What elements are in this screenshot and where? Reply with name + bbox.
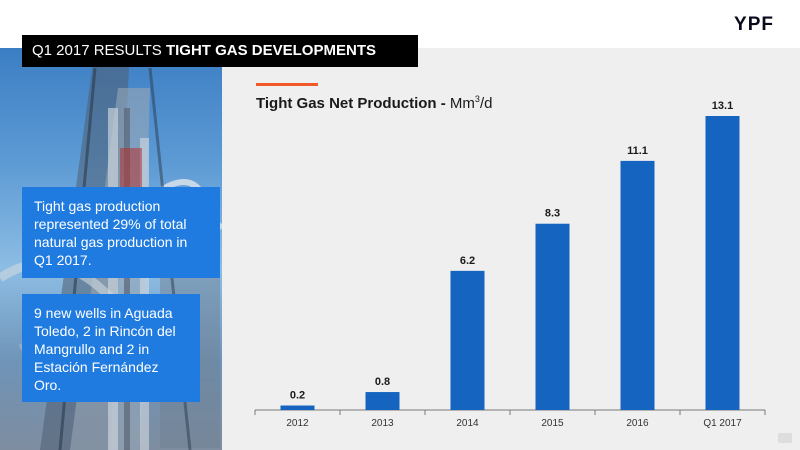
bar-2014	[450, 270, 485, 410]
chart-unit-suffix: /d	[479, 95, 493, 112]
chart-title-text: Tight Gas Net Production	[256, 95, 437, 112]
callout-new-wells: 9 new wells in Aguada Toledo, 2 in Rincó…	[22, 294, 200, 402]
data-label: 6.2	[460, 255, 475, 267]
x-tick-label: 2016	[626, 418, 649, 429]
bar-2013	[365, 392, 400, 410]
bar-q1-2017	[705, 116, 740, 410]
x-tick-label: Q1 2017	[703, 418, 742, 429]
slide-title-regular: Q1 2017 RESULTS	[32, 42, 162, 59]
chart-title: Tight Gas Net Production - Mm3/d	[256, 94, 493, 112]
callout-tight-gas-share: Tight gas production represented 29% of …	[22, 187, 220, 278]
data-label: 11.1	[627, 145, 648, 157]
ypf-logo: YPF	[734, 14, 774, 35]
slide-title-bold: TIGHT GAS DEVELOPMENTS	[165, 42, 376, 59]
x-tick-label: 2014	[456, 418, 479, 429]
bar-2016	[620, 160, 655, 410]
chart-unit-sup: 3	[474, 94, 480, 104]
content-panel	[222, 48, 800, 450]
page-number-tab	[778, 433, 792, 443]
bar-2015	[535, 223, 570, 410]
x-tick-label: 2012	[286, 418, 309, 429]
chart-unit-base: Mm	[449, 95, 475, 112]
data-label: 0.8	[375, 376, 390, 388]
data-label: 13.1	[712, 100, 733, 112]
accent-line	[256, 83, 318, 86]
slide-title-banner: Q1 2017 RESULTS TIGHT GAS DEVELOPMENTS	[22, 35, 418, 67]
x-tick-label: 2013	[371, 418, 394, 429]
data-label: 8.3	[545, 208, 560, 220]
data-label: 0.2	[290, 390, 305, 402]
x-tick-label: 2015	[541, 418, 564, 429]
bar-2012	[280, 405, 315, 410]
